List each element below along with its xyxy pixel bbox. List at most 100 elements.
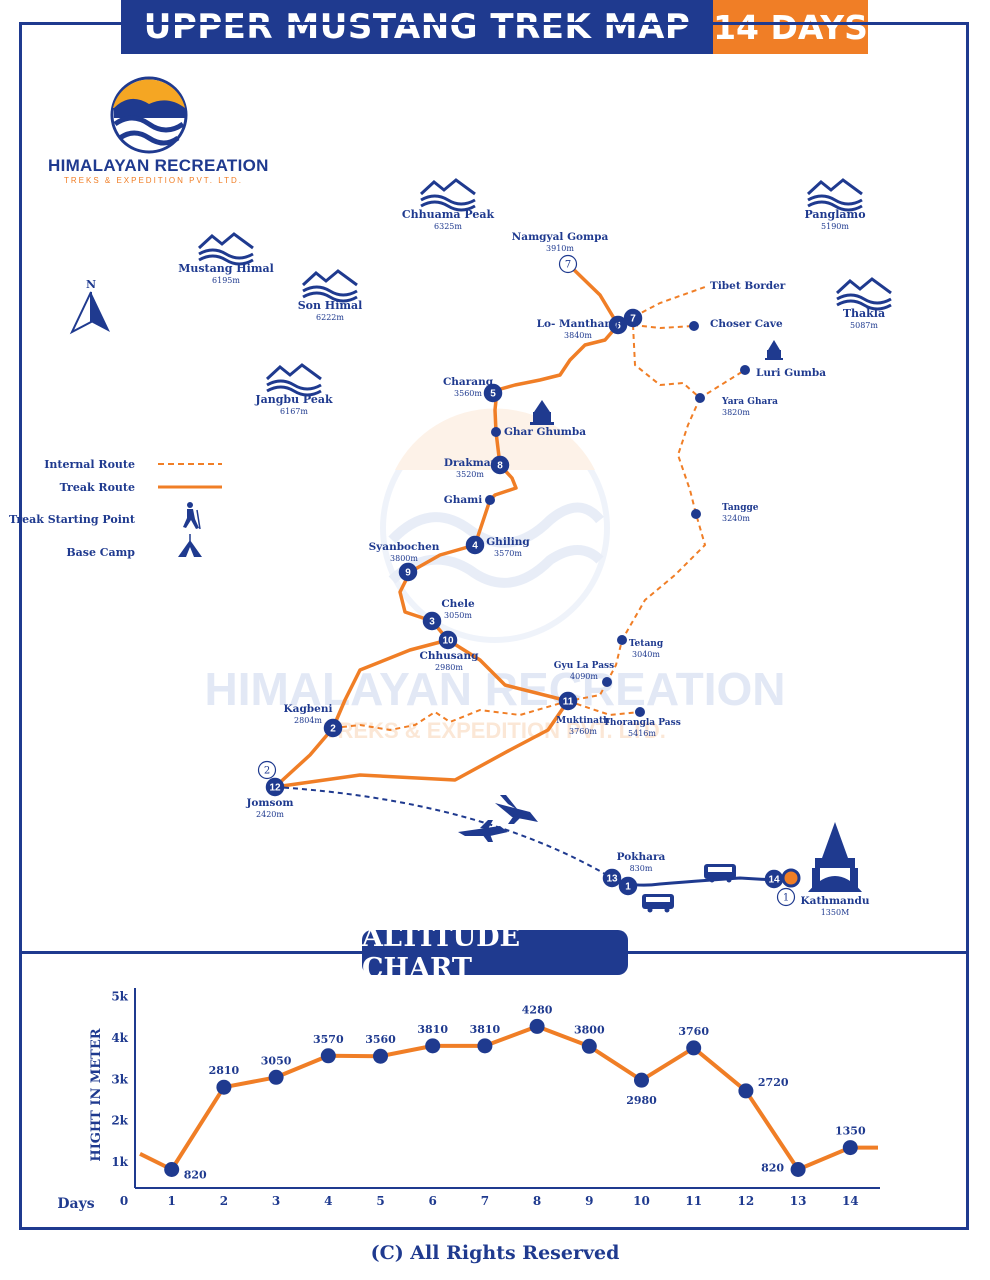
chart-point bbox=[634, 1072, 649, 1088]
place-name: Kathmandu bbox=[801, 895, 870, 907]
place-name: Chhusang bbox=[420, 650, 480, 662]
chart-data-label: 2810 bbox=[209, 1064, 240, 1077]
day-number: 10 bbox=[442, 636, 454, 647]
place-dots bbox=[485, 321, 750, 717]
place-name: Syanbochen bbox=[369, 541, 440, 553]
day-marker: 14 bbox=[764, 869, 784, 889]
chart-data-label: 2980 bbox=[626, 1094, 657, 1107]
chart-point bbox=[164, 1161, 180, 1177]
peak-altitude: 6195m bbox=[212, 276, 240, 285]
place-name: Tangge bbox=[722, 503, 759, 513]
day-number: 1 bbox=[783, 893, 789, 904]
chart-point bbox=[477, 1038, 493, 1054]
day-marker: 12 bbox=[265, 777, 285, 797]
bus-icon bbox=[704, 864, 736, 883]
day-marker: 8 bbox=[490, 455, 510, 475]
day-number: 14 bbox=[768, 875, 780, 886]
watermark: HIMALAYAN RECREATION TREKS & EXPEDITION … bbox=[204, 408, 786, 743]
place-altitude: 3050m bbox=[444, 611, 472, 620]
place-name: Kagbeni bbox=[284, 703, 333, 715]
place-altitude: 3240m bbox=[722, 514, 750, 523]
watermark-sub: TREKS & EXPEDITION PVT. LTD. bbox=[324, 718, 666, 743]
brand-name: HIMALAYAN RECREATION bbox=[48, 156, 269, 175]
x-tick-label: 12 bbox=[738, 1194, 755, 1208]
chart-point bbox=[320, 1048, 336, 1064]
place-altitude: 2804m bbox=[294, 716, 322, 725]
peak-name: Son Himal bbox=[298, 299, 363, 312]
airplane-icon bbox=[458, 820, 508, 842]
chart-data-labels: 820 2810 3050 3570 3560 3810 3810 4280 3800 2980 3… bbox=[184, 1003, 866, 1181]
x-ticks: 0 1 2 3 4 5 6 7 8 9 10 11 12 13 14 bbox=[120, 1194, 859, 1208]
airplane-icon bbox=[495, 795, 538, 824]
place-name: Drakmar bbox=[444, 457, 497, 469]
place-name: Thorangla Pass bbox=[603, 718, 681, 728]
place-name: Choser Cave bbox=[710, 318, 783, 330]
place-altitude: 3760m bbox=[569, 727, 597, 736]
place-label: Luri Gumba bbox=[756, 367, 826, 379]
place-altitude: 3520m bbox=[456, 470, 484, 479]
x-tick-label: 13 bbox=[790, 1194, 807, 1208]
x-tick-label: 9 bbox=[585, 1194, 593, 1208]
chart-point bbox=[425, 1038, 441, 1054]
chart-point bbox=[842, 1140, 858, 1156]
y-tick-label: 2k bbox=[111, 1114, 128, 1128]
place-name: Jomsom bbox=[245, 797, 293, 809]
mountain-icon bbox=[806, 178, 863, 212]
place-altitude: 3910m bbox=[546, 244, 574, 253]
chart-point bbox=[216, 1079, 232, 1095]
place-altitude: 1350M bbox=[821, 908, 850, 917]
x-tick-label: 7 bbox=[481, 1194, 489, 1208]
place-name: Lo- Manthang bbox=[537, 318, 620, 330]
day-number: 7 bbox=[565, 260, 571, 271]
place-altitude: 3840m bbox=[564, 331, 592, 340]
legend-trek-label: Treak Route bbox=[60, 481, 135, 494]
chart-data-label: 3570 bbox=[313, 1033, 344, 1046]
day-marker: 7 bbox=[558, 254, 578, 274]
day-number: 12 bbox=[269, 783, 281, 794]
y-tick-label: 3k bbox=[111, 1072, 128, 1086]
place-altitude: 3040m bbox=[632, 650, 660, 659]
x-tick-label: 6 bbox=[429, 1194, 437, 1208]
chart-point bbox=[373, 1048, 388, 1064]
day-marker: 6 bbox=[608, 315, 628, 335]
x-tick-label: 8 bbox=[533, 1194, 541, 1208]
altitude-chart-title: ALTITUDE CHART bbox=[362, 922, 628, 984]
legend-internal-label: Internal Route bbox=[44, 458, 135, 471]
day-number: 9 bbox=[405, 568, 411, 579]
place-name: Tetang bbox=[629, 639, 664, 649]
place-name: Chele bbox=[441, 598, 475, 610]
place-name: Ghami bbox=[444, 494, 483, 506]
place-label: Choser Cave bbox=[710, 318, 783, 330]
legend-base-label: Base Camp bbox=[66, 546, 135, 559]
place-name: Muktinath bbox=[556, 716, 610, 726]
place-altitude: 2980m bbox=[435, 663, 463, 672]
peak-name: Panglamo bbox=[804, 208, 865, 221]
bus-icon bbox=[642, 894, 674, 913]
x-tick-label: 11 bbox=[685, 1194, 702, 1208]
chart-data-label: 3800 bbox=[574, 1023, 605, 1036]
chart-point bbox=[686, 1040, 702, 1056]
mountain-icon bbox=[835, 277, 892, 311]
mountain-icon bbox=[265, 363, 322, 397]
day-number: 2 bbox=[330, 724, 336, 735]
chart-data-label: 3560 bbox=[365, 1033, 396, 1046]
x-tick-label: 3 bbox=[272, 1194, 280, 1208]
place-altitude: 3820m bbox=[722, 408, 750, 417]
chart-point bbox=[738, 1083, 754, 1099]
